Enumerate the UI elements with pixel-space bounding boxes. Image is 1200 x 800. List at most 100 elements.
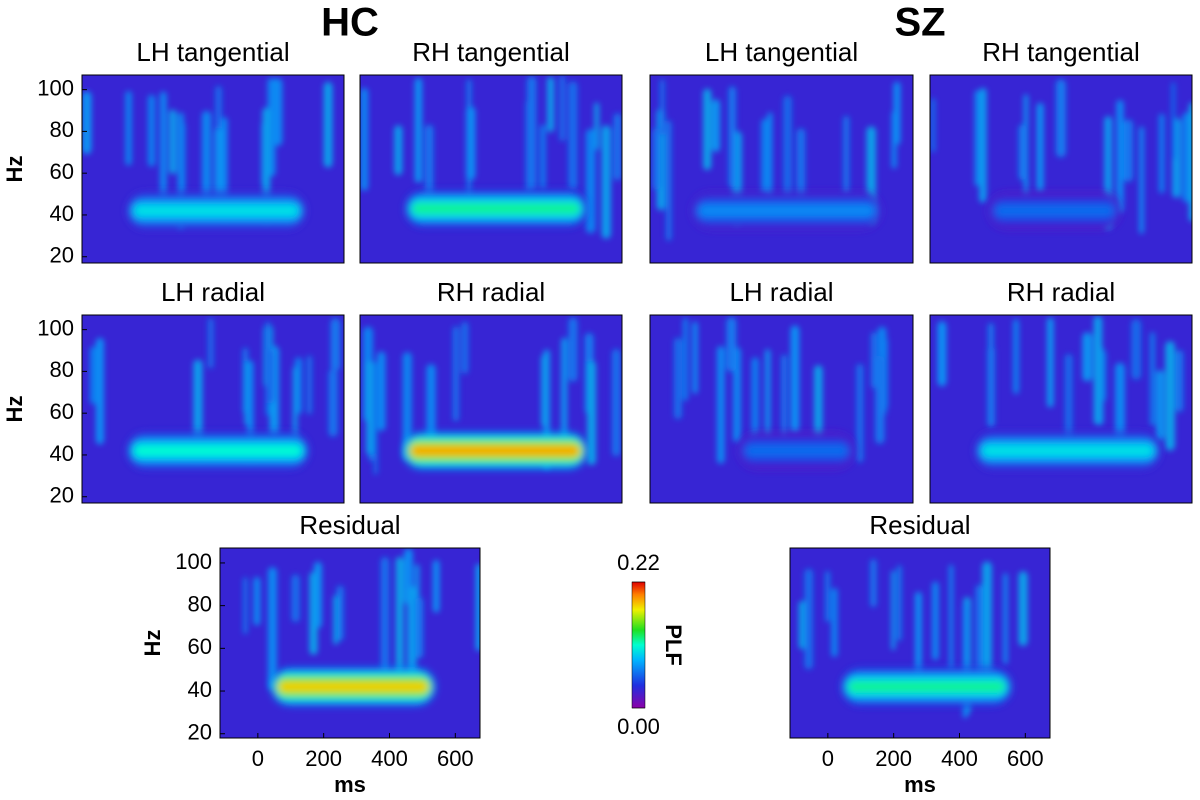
streak xyxy=(659,79,665,135)
streak xyxy=(306,355,312,415)
y-tick-label: 100 xyxy=(37,75,74,100)
streak xyxy=(692,321,698,394)
streak xyxy=(568,317,578,382)
streak xyxy=(366,360,374,455)
colorbar xyxy=(631,581,646,709)
streak xyxy=(893,81,901,145)
streak xyxy=(612,349,621,457)
streaks xyxy=(937,315,1184,461)
streak xyxy=(208,318,214,369)
x-tick-label: 600 xyxy=(437,746,474,771)
panel-frame xyxy=(219,547,481,739)
band xyxy=(271,667,436,706)
panel-title: LH radial xyxy=(729,277,833,307)
streak xyxy=(1116,99,1124,213)
streak xyxy=(733,347,741,443)
heatmap-background xyxy=(220,548,480,738)
streak xyxy=(559,75,566,142)
streak xyxy=(891,570,896,650)
heatmap xyxy=(220,548,480,738)
band xyxy=(126,191,306,230)
colorbar-tick-label: 0.22 xyxy=(617,550,660,575)
streak xyxy=(703,88,712,171)
y-tick-label: 20 xyxy=(50,483,74,508)
streak xyxy=(587,360,596,466)
y-tick-label: 20 xyxy=(50,243,74,268)
y-axis-label: Hz xyxy=(140,630,165,657)
streak xyxy=(526,76,537,191)
streak xyxy=(949,564,954,671)
panel-frame xyxy=(649,314,914,504)
streak xyxy=(540,124,546,190)
band-glow xyxy=(699,206,874,216)
panel-frame xyxy=(81,314,345,504)
band-glow xyxy=(278,681,429,692)
streak xyxy=(407,586,417,686)
streak xyxy=(716,346,725,464)
streaks xyxy=(243,548,480,691)
panel-frame xyxy=(649,74,914,264)
streak xyxy=(931,98,936,153)
streak xyxy=(402,352,412,461)
band xyxy=(403,431,588,470)
band-glow xyxy=(412,203,580,214)
y-tick-label: 100 xyxy=(175,549,212,574)
band xyxy=(738,431,855,470)
y-axis-label: Hz xyxy=(2,396,27,423)
x-tick-label: 600 xyxy=(1007,746,1044,771)
streak xyxy=(1150,332,1155,426)
panel-title: LH tangential xyxy=(705,37,858,67)
streak xyxy=(937,321,947,387)
streak xyxy=(652,128,661,190)
streak xyxy=(452,326,459,422)
streak xyxy=(475,563,480,652)
streak xyxy=(875,355,885,444)
streak xyxy=(982,561,992,683)
streak xyxy=(613,113,622,181)
streak xyxy=(1013,319,1019,394)
band xyxy=(988,191,1121,230)
panel-title: Residual xyxy=(299,510,400,540)
streak xyxy=(291,574,300,623)
streak xyxy=(798,600,807,650)
streak xyxy=(790,325,800,434)
x-tick-label: 200 xyxy=(875,746,912,771)
streak xyxy=(360,88,369,191)
streak xyxy=(1036,102,1044,193)
streak xyxy=(1156,370,1164,441)
streak xyxy=(380,557,390,673)
heatmap xyxy=(360,75,622,263)
y-tick-label: 60 xyxy=(50,159,74,184)
streak xyxy=(831,587,838,658)
streak xyxy=(394,125,403,176)
x-tick-label: 400 xyxy=(941,746,978,771)
streak xyxy=(765,349,771,440)
panel-title: RH tangential xyxy=(412,37,570,67)
streak xyxy=(243,577,248,634)
streak xyxy=(425,124,434,202)
streak xyxy=(432,560,440,613)
colorbar-tick-label: 0.00 xyxy=(617,714,660,739)
panel-frame xyxy=(359,74,623,264)
streak xyxy=(395,556,404,676)
streak xyxy=(323,81,333,168)
x-tick-label: 0 xyxy=(822,746,834,771)
streak xyxy=(728,86,736,188)
streak xyxy=(328,368,338,437)
band xyxy=(126,431,310,470)
band-glow xyxy=(848,681,1005,692)
streak xyxy=(601,125,611,239)
streak xyxy=(1055,79,1066,158)
streak xyxy=(82,91,92,155)
streak xyxy=(547,76,555,133)
streak xyxy=(1131,319,1142,380)
band-glow xyxy=(982,446,1153,456)
streak xyxy=(825,571,830,622)
group-title: HC xyxy=(321,1,379,45)
streak xyxy=(1082,332,1093,382)
colorbar-label: PLF xyxy=(661,624,686,666)
x-axis-label: ms xyxy=(904,772,936,797)
streak xyxy=(201,110,212,206)
streak xyxy=(870,559,877,608)
heatmap xyxy=(650,75,913,263)
